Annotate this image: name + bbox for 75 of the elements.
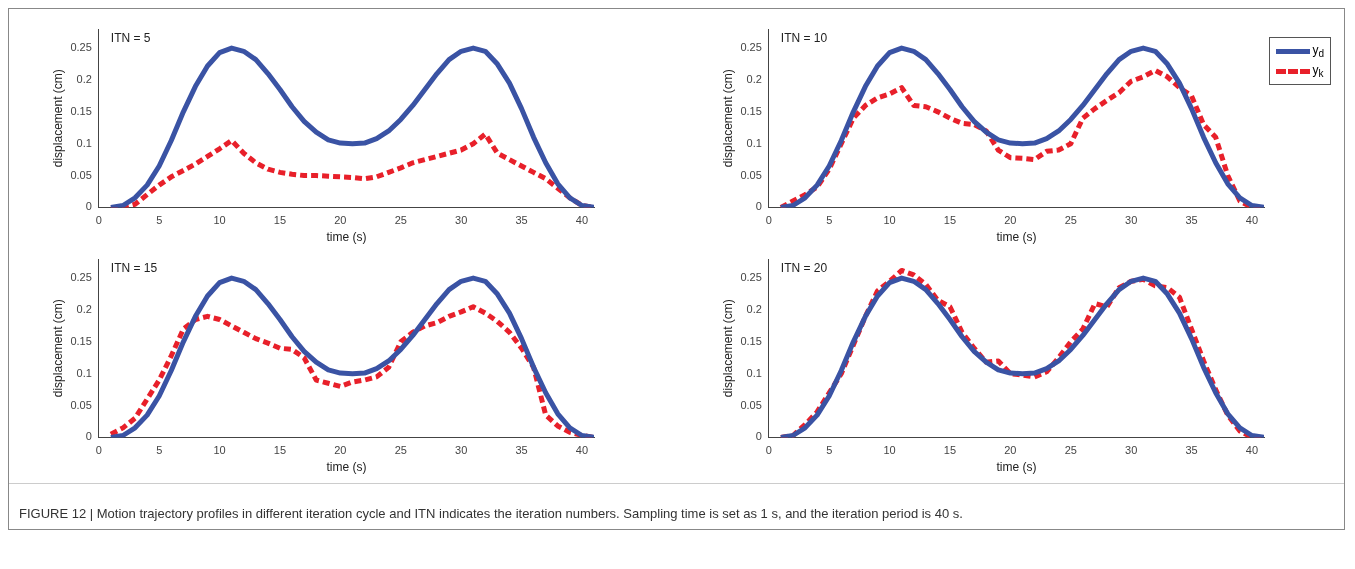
y-tick-label: 0.15 <box>70 104 92 117</box>
x-tick-label: 25 <box>1064 214 1077 227</box>
y-axis-title: displacement (cm) <box>50 299 65 398</box>
legend-label: y$_{k}$ <box>1312 62 1324 80</box>
chart-title: ITN = 10 <box>780 31 828 46</box>
x-tick-label: 0 <box>95 214 102 227</box>
y-tick-label: 0.15 <box>740 104 762 117</box>
x-tick-label: 30 <box>1125 444 1138 457</box>
x-tick-label: 25 <box>1064 444 1077 457</box>
y-tick-label: 0.05 <box>70 398 92 411</box>
chart-title: ITN = 5 <box>110 31 151 46</box>
x-tick-label: 0 <box>95 444 102 457</box>
x-tick-label: 35 <box>1185 214 1198 227</box>
x-tick-label: 10 <box>883 444 896 457</box>
y-tick-label: 0.05 <box>740 398 762 411</box>
y-tick-label: 0.1 <box>746 136 762 149</box>
x-tick-label: 15 <box>943 214 957 227</box>
y-axis-title: displacement (cm) <box>720 69 735 168</box>
y-tick-label: 0.25 <box>740 271 762 284</box>
y-axis-title: displacement (cm) <box>50 69 65 168</box>
y-tick-label: 0.15 <box>740 334 762 347</box>
y-tick-label: 0.05 <box>740 168 762 181</box>
chart-title: ITN = 20 <box>780 261 828 276</box>
x-tick-label: 5 <box>156 444 163 457</box>
y-tick-label: 0 <box>85 430 92 443</box>
y-tick-label: 0.25 <box>70 41 92 54</box>
y-tick-label: 0.2 <box>746 73 762 85</box>
x-tick-label: 25 <box>394 444 407 457</box>
x-tick-label: 35 <box>515 214 528 227</box>
x-tick-label: 30 <box>455 444 468 457</box>
x-tick-label: 40 <box>1245 444 1259 457</box>
x-tick-label: 0 <box>765 444 772 457</box>
x-tick-label: 40 <box>1245 214 1259 227</box>
x-axis-title: time (s) <box>996 460 1037 475</box>
x-tick-label: 25 <box>394 214 407 227</box>
y-tick-label: 0.1 <box>76 366 92 379</box>
x-axis-title: time (s) <box>326 230 367 245</box>
y-tick-label: 0.2 <box>76 73 92 85</box>
x-tick-label: 5 <box>826 214 833 227</box>
y-tick-label: 0.2 <box>76 303 92 315</box>
x-tick-label: 35 <box>515 444 528 457</box>
x-axis-title: time (s) <box>996 230 1037 245</box>
x-tick-label: 15 <box>273 214 287 227</box>
x-tick-label: 20 <box>334 444 347 457</box>
y-tick-label: 0.05 <box>70 168 92 181</box>
x-tick-label: 20 <box>1004 214 1017 227</box>
y-tick-label: 0 <box>85 200 92 213</box>
y-tick-label: 0.1 <box>76 136 92 149</box>
chart-title: ITN = 15 <box>110 261 158 276</box>
x-tick-label: 10 <box>213 444 226 457</box>
x-tick-label: 5 <box>826 444 833 457</box>
x-tick-label: 20 <box>1004 444 1017 457</box>
x-tick-label: 40 <box>575 444 589 457</box>
y-tick-label: 0 <box>755 200 762 213</box>
y-tick-label: 0.1 <box>746 366 762 379</box>
y-tick-label: 0.25 <box>740 41 762 54</box>
x-axis-title: time (s) <box>326 460 367 475</box>
y-axis-title: displacement (cm) <box>720 299 735 398</box>
x-tick-label: 30 <box>455 214 468 227</box>
x-tick-label: 20 <box>334 214 347 227</box>
x-tick-label: 15 <box>943 444 957 457</box>
x-tick-label: 30 <box>1125 214 1138 227</box>
x-tick-label: 5 <box>156 214 163 227</box>
caption: FIGURE 12 | Motion trajectory profiles in different iteration cycle and ITN indicates the iteration numbers. Sampling time is set as 1 s, and the iteration period is 40 s. <box>9 483 1344 529</box>
y-tick-label: 0.2 <box>746 303 762 315</box>
x-tick-label: 10 <box>213 214 226 227</box>
y-tick-label: 0.15 <box>70 334 92 347</box>
x-tick-label: 40 <box>575 214 589 227</box>
legend-label: y$_{d}$ <box>1312 42 1324 60</box>
x-tick-label: 15 <box>273 444 287 457</box>
x-tick-label: 35 <box>1185 444 1198 457</box>
x-tick-label: 10 <box>883 214 896 227</box>
y-tick-label: 0 <box>755 430 762 443</box>
x-tick-label: 0 <box>765 214 772 227</box>
y-tick-label: 0.25 <box>70 271 92 284</box>
